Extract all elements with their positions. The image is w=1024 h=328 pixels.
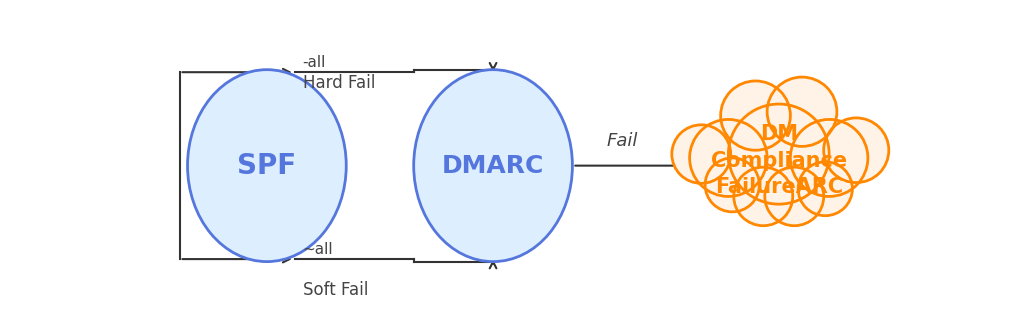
Text: -all: -all <box>303 55 326 70</box>
Ellipse shape <box>823 118 889 183</box>
Ellipse shape <box>706 158 760 212</box>
Ellipse shape <box>689 119 767 196</box>
Ellipse shape <box>791 119 868 196</box>
Ellipse shape <box>798 162 852 216</box>
Text: Hard Fail: Hard Fail <box>303 74 375 92</box>
Ellipse shape <box>721 81 791 150</box>
Ellipse shape <box>765 167 823 226</box>
Ellipse shape <box>734 167 793 226</box>
Ellipse shape <box>767 77 837 146</box>
Text: DM
Compliance
FailureARC: DM Compliance FailureARC <box>711 124 847 197</box>
Text: DMARC: DMARC <box>442 154 544 178</box>
Ellipse shape <box>187 70 346 262</box>
Text: Fail: Fail <box>606 133 638 151</box>
Ellipse shape <box>414 70 572 262</box>
Text: ~all: ~all <box>303 241 333 256</box>
Text: Soft Fail: Soft Fail <box>303 281 368 299</box>
Ellipse shape <box>672 125 731 183</box>
Text: SPF: SPF <box>238 152 296 180</box>
Ellipse shape <box>728 104 829 204</box>
